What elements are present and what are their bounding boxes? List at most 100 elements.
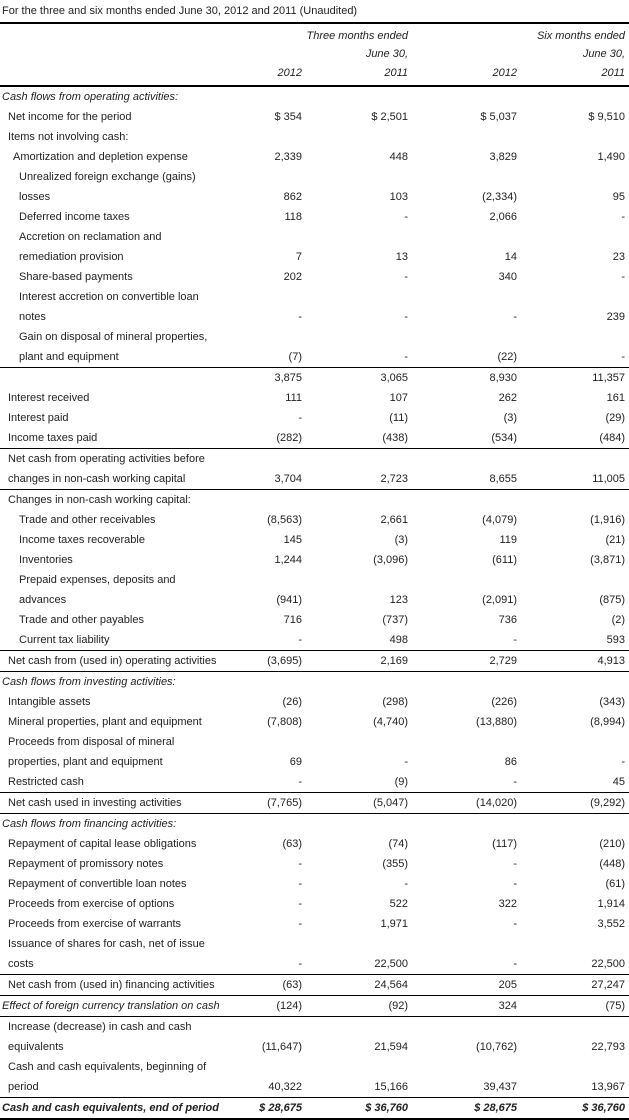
row-label: Cash and cash equivalents, beginning of …: [0, 1057, 240, 1098]
cell-value: 202: [283, 271, 302, 283]
cell-value: 716: [283, 614, 302, 626]
row-label: Repayment of convertible loan notes: [8, 878, 187, 890]
cell-value: (75): [517, 995, 629, 1017]
table-row: Issuance of shares for cash, net of issu…: [0, 934, 629, 975]
cell-value: (7,808): [267, 716, 302, 728]
row-label: Issuance of shares for cash, net of issu…: [0, 934, 240, 975]
cell-value: 8,930: [489, 372, 518, 384]
cell-value: 118: [284, 211, 302, 223]
row-label: Gain on disposal of mineral properties, …: [0, 327, 240, 368]
cell-value: [517, 490, 629, 511]
row-label: Proceeds from disposal of mineral proper…: [8, 736, 175, 768]
table-row: Interest paid - (11) (3) (29): [0, 408, 629, 428]
cell-value: (355): [382, 858, 409, 870]
table-row: Effect of foreign currency translation o…: [0, 995, 629, 1017]
header-period-row: Three months ended Six months ended: [0, 23, 629, 45]
table-row: Net cash from (used in) operating activi…: [0, 650, 629, 672]
table-row: Interest received 111 107 262 161: [0, 388, 629, 408]
cell-value: (9): [302, 772, 409, 793]
cell-value: -: [240, 934, 302, 975]
row-label: Inventories: [19, 554, 73, 566]
row-label: Current tax liability: [0, 630, 240, 651]
cell-value: 2,729: [408, 650, 518, 672]
row-label: Unrealized foreign exchange (gains) loss…: [19, 171, 196, 203]
year-column-header: 2012: [492, 67, 518, 79]
cell-value: 107: [389, 392, 409, 404]
table-row: Accretion on reclamation and remediation…: [0, 227, 629, 267]
cell-value: -: [240, 772, 302, 793]
cell-value: [517, 672, 629, 693]
row-label: Income taxes paid: [0, 428, 240, 449]
cell-value: [302, 127, 408, 147]
cell-value: 13: [395, 251, 409, 263]
table-row: Repayment of convertible loan notes - - …: [0, 874, 629, 894]
cell-value: -: [404, 878, 409, 890]
row-label: Net cash used in investing activities: [0, 792, 240, 814]
table-row: Inventories 1,244 (3,096) (611) (3,871): [0, 550, 629, 570]
cell-value: (117): [492, 838, 518, 850]
cell-value: 2,723: [302, 448, 409, 490]
cell-value: (3,871): [590, 554, 626, 566]
table-row: Proceeds from exercise of options - 522 …: [0, 894, 629, 914]
cell-value: (4,079): [482, 514, 518, 526]
cell-value: (63): [282, 838, 302, 850]
cell-value: [240, 127, 302, 147]
cell-value: 4,913: [517, 650, 629, 672]
cell-value: 161: [606, 392, 626, 404]
cell-value: (484): [517, 428, 629, 449]
cell-value: (8,563): [267, 514, 302, 526]
cell-value: (2,091): [482, 594, 518, 606]
cell-value: (92): [302, 995, 409, 1017]
cell-value: 522: [389, 898, 409, 910]
cell-value: [408, 490, 517, 511]
cell-value: [302, 672, 408, 693]
page-title: For the three and six months ended June …: [2, 5, 358, 17]
cell-value: 2,661: [380, 514, 409, 526]
cell-value: -: [404, 271, 409, 283]
header-year-row: 2012 2011 2012 2011: [0, 63, 629, 86]
cell-value: -: [404, 311, 409, 323]
table-row: Amortization and depletion expense 2,339…: [0, 147, 629, 167]
cell-value: $ 28,675: [240, 1097, 302, 1120]
row-label: Prepaid expenses, deposits and advances: [19, 574, 176, 606]
cell-value: (13,880): [476, 716, 518, 728]
cell-value: 3,704: [240, 448, 302, 490]
cell-value: (534): [408, 428, 518, 449]
cell-value: (10,762): [476, 1041, 518, 1053]
row-label: Effect of foreign currency translation o…: [0, 995, 240, 1017]
column-group-three-months: Three months ended: [306, 30, 409, 42]
cell-value: [302, 86, 408, 107]
row-label: Cash flows from investing activities:: [2, 676, 176, 688]
cell-value: 22,500: [517, 934, 629, 975]
row-label: Deferred income taxes: [19, 211, 130, 223]
cell-value: [240, 490, 302, 511]
cell-value: 13,967: [517, 1057, 629, 1098]
cell-value: [517, 127, 629, 147]
cell-value: 123: [389, 594, 409, 606]
row-label: Amortization and depletion expense: [13, 151, 188, 163]
cell-value: 111: [285, 392, 302, 404]
cell-value: (11): [389, 412, 409, 424]
cell-value: -: [513, 918, 518, 930]
table-row: Interest accretion on convertible loan n…: [0, 287, 629, 327]
cell-value: (875): [599, 594, 626, 606]
column-group-three-months-date: June 30,: [365, 48, 409, 60]
cell-value: (3,695): [240, 650, 302, 672]
cell-value: -: [517, 327, 629, 368]
cell-value: 498: [302, 630, 409, 651]
cell-value: (5,047): [302, 792, 409, 814]
cell-value: [240, 814, 302, 835]
cell-value: (3): [394, 534, 409, 546]
cell-value: -: [298, 858, 302, 870]
header-spacer: [0, 45, 240, 63]
column-group-six-months-date: June 30,: [582, 48, 626, 60]
row-label: Mineral properties, plant and equipment: [8, 716, 202, 728]
cell-value: 23: [612, 251, 626, 263]
cell-value: -: [298, 878, 302, 890]
cell-value: 322: [498, 898, 518, 910]
cell-value: (7): [240, 327, 302, 368]
cell-value: -: [513, 858, 518, 870]
cell-value: -: [621, 756, 626, 768]
table-row: Gain on disposal of mineral properties, …: [0, 327, 629, 368]
